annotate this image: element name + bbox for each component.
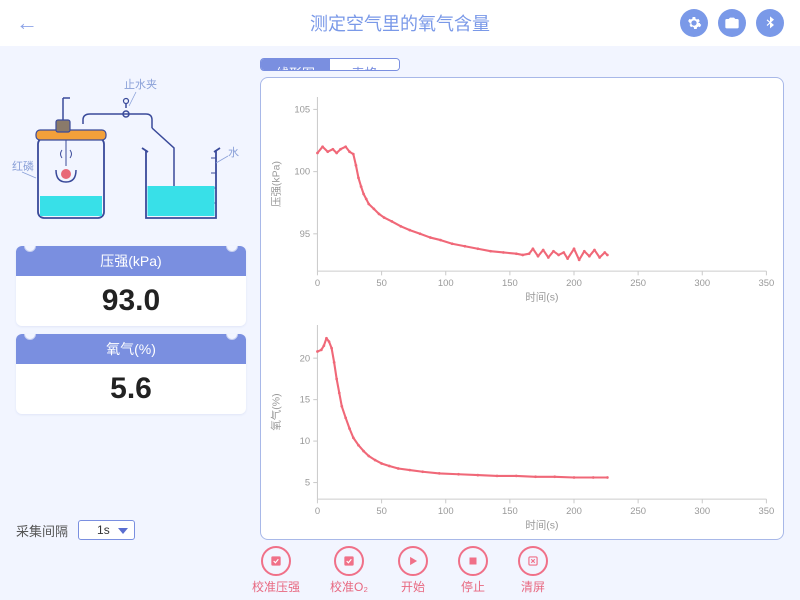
svg-text:15: 15 [300, 394, 311, 405]
bottom-controls: 校准压强 校准O₂ 开始 停止 清屏 [0, 544, 800, 596]
back-icon[interactable]: ← [16, 10, 38, 36]
camera-icon[interactable] [718, 9, 746, 37]
stop-button[interactable]: 停止 [458, 546, 488, 595]
svg-text:10: 10 [300, 436, 311, 447]
main-content: 红磷 止水夹 水 压强(kPa) 93.0 氧气(%) 5.6 采集间隔 1s … [0, 46, 800, 544]
svg-text:5: 5 [305, 477, 310, 488]
interval-row: 采集间隔 1s [16, 520, 246, 540]
svg-text:350: 350 [759, 278, 775, 289]
svg-text:300: 300 [694, 506, 710, 517]
label-phosphorus: 红磷 [12, 158, 34, 174]
label-clamp: 止水夹 [124, 76, 157, 92]
tab-chart[interactable]: 线形图 [261, 59, 330, 70]
ctrl-label: 校准压强 [252, 578, 300, 595]
ctrl-label: 校准O₂ [330, 578, 368, 595]
ctrl-label: 开始 [401, 578, 425, 595]
stop-icon [458, 546, 488, 576]
svg-text:压强(kPa): 压强(kPa) [271, 162, 283, 208]
header-icons [680, 9, 784, 37]
svg-text:100: 100 [438, 278, 454, 289]
svg-text:250: 250 [630, 506, 646, 517]
calibrate-oxygen-button[interactable]: 校准O₂ [330, 546, 368, 595]
svg-text:105: 105 [294, 105, 310, 116]
start-button[interactable]: 开始 [398, 546, 428, 595]
svg-text:250: 250 [630, 278, 646, 289]
pressure-label: 压强(kPa) [16, 246, 246, 276]
apparatus-diagram: 红磷 止水夹 水 [16, 58, 246, 238]
ctrl-label: 停止 [461, 578, 485, 595]
pressure-chart: 95 100 105 0 50 100 150 200 250 300 350 时间(s) 压强(kPa… [265, 84, 779, 309]
interval-select[interactable]: 1s [78, 520, 135, 540]
svg-text:时间(s): 时间(s) [525, 291, 558, 304]
svg-text:50: 50 [376, 278, 387, 289]
label-water: 水 [228, 144, 239, 160]
check-icon [334, 546, 364, 576]
svg-text:20: 20 [300, 353, 311, 364]
pressure-card: 压强(kPa) 93.0 [16, 246, 246, 326]
header: ← 测定空气里的氧气含量 [0, 0, 800, 46]
svg-text:350: 350 [759, 506, 775, 517]
oxygen-value: 5.6 [16, 364, 246, 414]
svg-text:150: 150 [502, 506, 518, 517]
page-title: 测定空气里的氧气含量 [310, 10, 490, 36]
svg-text:时间(s): 时间(s) [525, 518, 558, 531]
calibrate-pressure-button[interactable]: 校准压强 [252, 546, 300, 595]
svg-text:氧气(%): 氧气(%) [270, 393, 283, 430]
bluetooth-icon[interactable] [756, 9, 784, 37]
pressure-value: 93.0 [16, 276, 246, 326]
svg-text:100: 100 [438, 506, 454, 517]
oxygen-card: 氧气(%) 5.6 [16, 334, 246, 414]
chart-panel: 95100105050100150200250300350时间(s)压强(kPa… [260, 77, 784, 540]
clear-button[interactable]: 清屏 [518, 546, 548, 595]
svg-text:95: 95 [300, 229, 311, 240]
interval-label: 采集间隔 [16, 521, 68, 540]
svg-text:200: 200 [566, 506, 582, 517]
interval-value: 1s [97, 523, 110, 537]
svg-text:0: 0 [315, 506, 320, 517]
left-panel: 红磷 止水夹 水 压强(kPa) 93.0 氧气(%) 5.6 采集间隔 1s [16, 58, 246, 540]
right-panel: 线形图 表格 95100105050100150200250300350时间(s… [260, 58, 784, 540]
oxygen-label: 氧气(%) [16, 334, 246, 364]
ctrl-label: 清屏 [521, 578, 545, 595]
svg-text:100: 100 [294, 167, 310, 178]
svg-text:0: 0 [315, 278, 320, 289]
clear-icon [518, 546, 548, 576]
svg-text:200: 200 [566, 278, 582, 289]
chevron-down-icon [118, 528, 128, 534]
settings-icon[interactable] [680, 9, 708, 37]
svg-text:300: 300 [694, 278, 710, 289]
tab-table[interactable]: 表格 [330, 59, 399, 70]
check-icon [261, 546, 291, 576]
svg-text:150: 150 [502, 278, 518, 289]
svg-text:50: 50 [376, 506, 387, 517]
play-icon [398, 546, 428, 576]
oxygen-chart: 5101520050100150200250300350时间(s)氧气(%) [265, 312, 779, 537]
view-tabs: 线形图 表格 [260, 58, 400, 71]
